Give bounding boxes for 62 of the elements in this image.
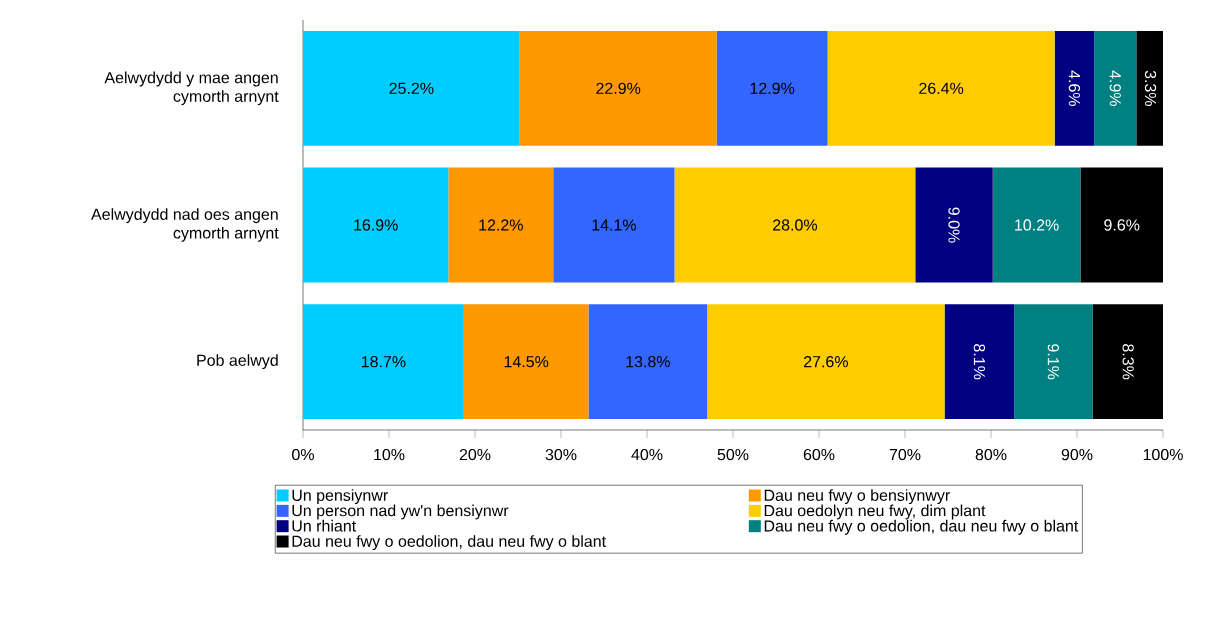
bar bbox=[519, 30, 717, 146]
data-label: 3.3% bbox=[1144, 70, 1157, 106]
bar bbox=[303, 30, 520, 146]
bar bbox=[716, 30, 828, 146]
data-label: 14.1% bbox=[592, 219, 636, 231]
bar bbox=[827, 30, 1055, 146]
legend-label: Dau neu fwy o oedolion, dau neu fwy o blant bbox=[764, 519, 1079, 535]
x-tick-label: 0% bbox=[292, 448, 314, 461]
data-label: 25.2% bbox=[389, 82, 434, 94]
data-label: 9.6% bbox=[1104, 219, 1140, 231]
x-tick-label: 70% bbox=[889, 448, 921, 461]
data-label: 8.3% bbox=[1122, 344, 1134, 380]
y-tick-label: Aelwydydd nad oes angen cymorth arnynt bbox=[91, 208, 279, 242]
legend-label: Un pensiynwr bbox=[292, 489, 388, 505]
bar bbox=[992, 167, 1081, 283]
data-label: 4.9% bbox=[1109, 70, 1121, 106]
bar bbox=[1054, 30, 1095, 146]
bar bbox=[303, 304, 464, 420]
x-tick-label: 60% bbox=[803, 448, 835, 461]
x-tick-label: 10% bbox=[374, 448, 405, 461]
bar bbox=[448, 167, 554, 283]
data-label: 13.8% bbox=[626, 356, 670, 368]
data-label: 26.4% bbox=[919, 82, 964, 94]
data-label: 12.9% bbox=[750, 82, 795, 94]
x-tick-label: 90% bbox=[1061, 448, 1093, 461]
data-label: 27.6% bbox=[803, 356, 848, 368]
data-label: 16.9% bbox=[354, 219, 398, 231]
bar bbox=[303, 167, 449, 283]
data-label: 9.1% bbox=[1047, 344, 1060, 380]
data-label: 10.2% bbox=[1015, 219, 1059, 231]
bar bbox=[1092, 304, 1163, 420]
bar bbox=[553, 167, 675, 283]
data-label: 4.6% bbox=[1068, 70, 1081, 106]
data-label: 18.7% bbox=[361, 356, 406, 368]
y-tick-label: Pob aelwyd bbox=[197, 354, 278, 370]
legend-label: Dau neu fwy o oedolion, dau neu fwy o blant bbox=[292, 535, 606, 551]
data-label: 12.2% bbox=[479, 219, 523, 231]
legend-label: Un rhiant bbox=[292, 519, 357, 532]
x-tick-label: 100% bbox=[1143, 448, 1183, 461]
x-tick-label: 80% bbox=[975, 448, 1007, 461]
data-label: 28.0% bbox=[773, 219, 818, 231]
x-tick-label: 20% bbox=[459, 448, 491, 461]
x-tick-label: 50% bbox=[717, 448, 749, 461]
bar bbox=[915, 167, 993, 283]
y-tick-label: Aelwydydd y mae angen cymorth arnynt bbox=[104, 71, 279, 106]
bar bbox=[1094, 30, 1137, 146]
bar bbox=[707, 304, 945, 420]
data-label: 8.1% bbox=[973, 344, 986, 380]
data-label: 9.0% bbox=[948, 207, 960, 243]
x-tick-label: 40% bbox=[631, 448, 663, 461]
legend-label: Dau oedolyn neu fwy, dim plant bbox=[764, 504, 986, 520]
bar bbox=[463, 304, 589, 420]
legend-label: Dau neu fwy o bensiynwyr bbox=[764, 489, 950, 505]
x-tick-label: 30% bbox=[545, 448, 577, 461]
bar bbox=[944, 304, 1015, 420]
bar bbox=[1080, 167, 1163, 283]
bar bbox=[588, 304, 708, 420]
bar bbox=[674, 167, 916, 283]
bar bbox=[1014, 304, 1093, 420]
data-label: 14.5% bbox=[504, 356, 549, 368]
legend-label: Un person nad yw'n bensiynwr bbox=[292, 504, 509, 520]
data-label: 22.9% bbox=[596, 82, 641, 94]
